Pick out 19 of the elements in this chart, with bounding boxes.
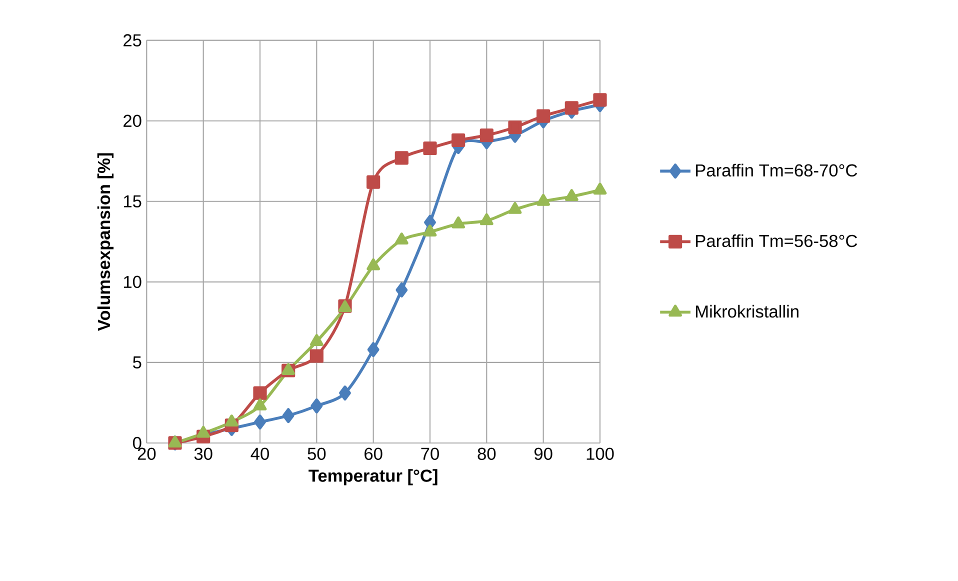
y-axis-title: Volumsexpansion [%] <box>97 153 114 331</box>
y-tick-label: 10 <box>124 276 142 288</box>
x-tick-label: 40 <box>250 448 269 460</box>
x-tick-label: 30 <box>194 448 212 460</box>
legend-label: Paraffin Tm=56-58°C <box>696 234 858 248</box>
x-axis-title: Temperatur [°C] <box>308 469 438 486</box>
legend-label: Mikrokristallin <box>696 304 798 318</box>
x-tick-label: 100 <box>586 448 614 460</box>
x-tick-label: 50 <box>308 448 326 460</box>
y-tick-label: 0 <box>132 436 142 450</box>
legend-label: Paraffin Tm=68-70°C <box>696 164 858 177</box>
x-tick-label: 80 <box>478 448 496 460</box>
x-tick-label: 60 <box>364 448 382 460</box>
y-tick-label: 5 <box>133 356 142 368</box>
y-tick-label: 20 <box>124 114 142 127</box>
x-tick-label: 70 <box>421 448 439 460</box>
y-tick-label: 15 <box>124 195 142 208</box>
y-tick-label: 25 <box>124 34 142 46</box>
x-tick-label: 90 <box>534 448 552 460</box>
